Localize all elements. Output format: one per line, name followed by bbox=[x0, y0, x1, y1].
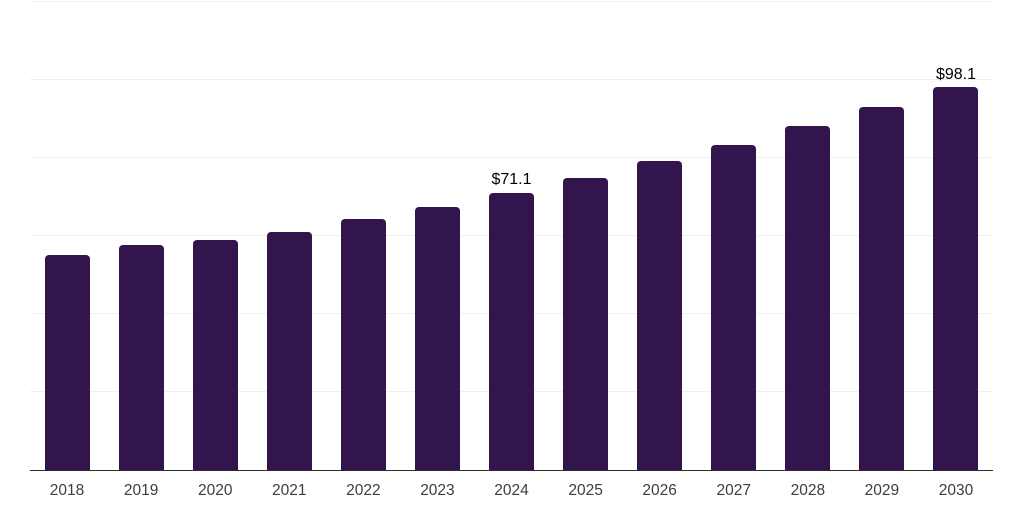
x-tick-label-2025: 2025 bbox=[568, 482, 603, 499]
bar-2025 bbox=[563, 178, 609, 470]
bar-2021 bbox=[266, 231, 312, 470]
bar-2027 bbox=[711, 145, 757, 470]
x-tick-label-2019: 2019 bbox=[123, 482, 159, 499]
bar-2030: $98.1 bbox=[933, 66, 979, 470]
bar-group-2021 bbox=[252, 2, 326, 470]
x-tick-label-2029: 2029 bbox=[864, 482, 900, 499]
bar-group-2028 bbox=[771, 2, 845, 470]
data-label-2030: $98.1 bbox=[935, 66, 976, 84]
bar-group-2023 bbox=[400, 2, 474, 470]
x-axis-tick-labels: 2018 2019 2020 2021 2022 2023 2024 2025 2026 2027… bbox=[30, 482, 993, 500]
bar-group-2022 bbox=[326, 2, 400, 470]
bar-2028 bbox=[785, 126, 831, 470]
bar-group-2030: $98.1 bbox=[919, 2, 993, 470]
bar-2026 bbox=[637, 161, 683, 470]
x-tick-label-2021: 2021 bbox=[272, 482, 307, 499]
x-axis-line bbox=[30, 469, 993, 471]
x-tick-label-2030: 2030 bbox=[938, 482, 974, 499]
bar-2022 bbox=[340, 218, 386, 470]
bar-group-2025 bbox=[549, 2, 623, 470]
x-tick-label-2026: 2026 bbox=[642, 482, 677, 499]
x-tick-label-2018: 2018 bbox=[49, 482, 85, 499]
bar-group-2029 bbox=[845, 2, 919, 470]
x-tick-label-2027: 2027 bbox=[716, 482, 751, 499]
bar-group-2019 bbox=[104, 2, 178, 470]
data-label-2024: $71.1 bbox=[491, 171, 532, 189]
bar-2024: $71.1 bbox=[489, 171, 534, 470]
gridline bbox=[30, 1, 993, 2]
bar-2018 bbox=[44, 254, 90, 470]
bar-2019 bbox=[118, 245, 164, 470]
x-tick-label-2023: 2023 bbox=[420, 482, 455, 499]
x-tick-label-2022: 2022 bbox=[346, 482, 381, 499]
gridline bbox=[30, 157, 993, 159]
x-tick-label-2024: 2024 bbox=[494, 482, 529, 499]
bar-group-2027 bbox=[697, 2, 771, 470]
bar-group-2020 bbox=[178, 2, 252, 470]
bar-series: $71.1 $98.1 bbox=[30, 2, 993, 470]
x-tick-label-2028: 2028 bbox=[790, 482, 826, 499]
bar-group-2018 bbox=[30, 2, 104, 470]
bar-2029 bbox=[859, 107, 905, 470]
bar-group-2026 bbox=[623, 2, 697, 470]
bar-group-2024: $71.1 bbox=[474, 2, 548, 470]
bar-2023 bbox=[414, 206, 460, 470]
x-tick-label-2020: 2020 bbox=[197, 482, 233, 499]
gridline bbox=[30, 79, 993, 80]
bar-2020 bbox=[192, 240, 238, 470]
plot-area: $71.1 $98.1 bbox=[30, 1, 993, 471]
